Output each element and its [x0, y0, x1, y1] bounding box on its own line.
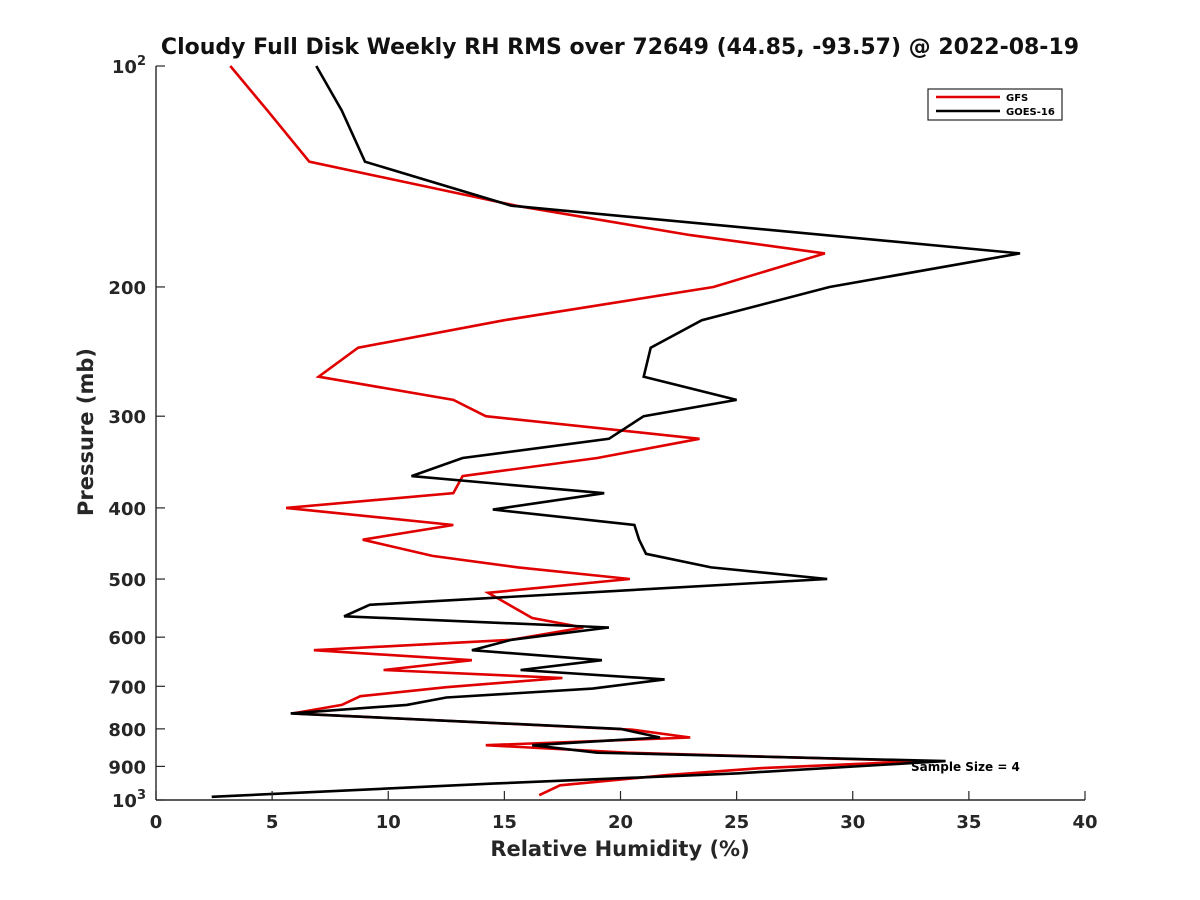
y-tick-label: 900 — [108, 757, 146, 778]
x-tick-label: 30 — [840, 812, 865, 833]
chart-title: Cloudy Full Disk Weekly RH RMS over 7264… — [161, 35, 1079, 60]
x-tick-label: 15 — [492, 812, 517, 833]
x-tick-label: 25 — [724, 812, 749, 833]
axes-layer: 0 5 10 15 20 25 30 35 40 102 200 300 400 500 600 700 800… — [108, 54, 1097, 833]
y-tick-label: 102 — [112, 54, 146, 78]
y-tick-label: 300 — [108, 407, 146, 428]
y-tick-label: 103 — [112, 788, 146, 812]
sample-size-annotation: Sample Size = 4 — [911, 760, 1020, 774]
y-tick-label: 400 — [108, 499, 146, 520]
legend-label-gfs: GFS — [1006, 93, 1028, 104]
legend-box — [927, 88, 1063, 121]
legend: GFS GOES-16 — [927, 88, 1063, 121]
y-tick-label: 200 — [108, 278, 146, 299]
x-tick-label: 40 — [1072, 812, 1097, 833]
x-tick-label: 5 — [266, 812, 279, 833]
x-axis-label: Relative Humidity (%) — [490, 837, 749, 861]
x-tick-label: 35 — [956, 812, 981, 833]
y-tick-label: 800 — [108, 720, 146, 741]
series-layer — [211, 65, 1021, 799]
y-tick-label: 600 — [108, 628, 146, 649]
x-tick-label: 10 — [376, 812, 401, 833]
series-line-gfs — [229, 65, 923, 797]
x-tick-label: 0 — [150, 812, 163, 833]
series-line-goes16 — [211, 65, 1021, 799]
x-tick-label: 20 — [608, 812, 633, 833]
y-tick-label: 700 — [108, 677, 146, 698]
y-tick-label: 500 — [108, 570, 146, 591]
y-axis-label: Pressure (mb) — [74, 348, 98, 516]
legend-label-goes16: GOES-16 — [1006, 107, 1055, 118]
